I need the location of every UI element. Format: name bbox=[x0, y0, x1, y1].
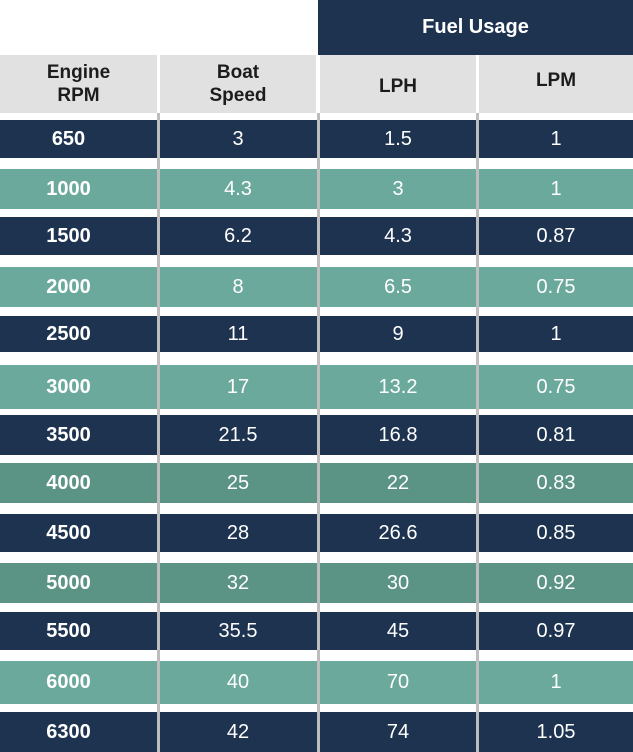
table-row: 3000 17 13.2 0.75 bbox=[0, 365, 633, 409]
cell-engine-rpm: 1000 bbox=[46, 177, 91, 200]
column-header-engine-rpm: Engine RPM bbox=[0, 55, 157, 113]
cell-boat-speed: 32 bbox=[226, 571, 250, 594]
table-row: 650 3 1.5 1 bbox=[0, 120, 633, 158]
cell-lpm: 1 bbox=[550, 322, 562, 345]
cell-lpm: 1 bbox=[550, 177, 562, 200]
cell-lpm: 0.92 bbox=[536, 571, 576, 594]
cell-boat-speed: 21.5 bbox=[218, 423, 258, 446]
cell-engine-rpm: 5000 bbox=[46, 571, 91, 594]
table-row: 1000 4.3 3 1 bbox=[0, 169, 633, 209]
column-divider bbox=[157, 113, 160, 752]
column-header-lph: LPH bbox=[320, 55, 476, 113]
cell-boat-speed: 35.5 bbox=[218, 619, 258, 642]
cell-lpm: 0.83 bbox=[536, 471, 576, 494]
table-row: 6300 42 74 1.05 bbox=[0, 712, 633, 752]
table-row: 5500 35.5 45 0.97 bbox=[0, 612, 633, 650]
table-row: 2500 11 9 1 bbox=[0, 316, 633, 352]
cell-engine-rpm: 650 bbox=[51, 127, 86, 150]
header-line: Boat bbox=[216, 62, 260, 83]
cell-lpm: 0.97 bbox=[536, 619, 576, 642]
cell-lph: 26.6 bbox=[378, 521, 418, 544]
table-row: 1500 6.2 4.3 0.87 bbox=[0, 217, 633, 255]
cell-lph: 70 bbox=[386, 671, 410, 693]
cell-lph: 13.2 bbox=[378, 375, 418, 398]
cell-lph: 3 bbox=[392, 177, 404, 200]
cell-boat-speed: 8 bbox=[232, 275, 244, 298]
cell-lpm: 0.75 bbox=[536, 375, 576, 398]
cell-engine-rpm: 4000 bbox=[46, 471, 91, 494]
cell-lph: 45 bbox=[386, 619, 410, 642]
column-header-lpm: LPM bbox=[479, 55, 633, 113]
cell-lpm: 1 bbox=[550, 127, 562, 150]
cell-engine-rpm: 2000 bbox=[46, 275, 91, 298]
cell-lpm: 0.81 bbox=[536, 423, 576, 446]
column-divider bbox=[476, 113, 479, 752]
cell-lph: 74 bbox=[386, 720, 410, 743]
table-row: 3500 21.5 16.8 0.81 bbox=[0, 415, 633, 455]
cell-lph: 30 bbox=[386, 571, 410, 594]
header-line: RPM bbox=[57, 85, 100, 106]
header-line: LPH bbox=[379, 75, 417, 97]
cell-engine-rpm: 3000 bbox=[46, 375, 91, 398]
header-line: Engine bbox=[46, 62, 111, 83]
table-row: 4000 25 22 0.83 bbox=[0, 463, 633, 503]
cell-engine-rpm: 6300 bbox=[46, 720, 91, 743]
fuel-usage-group-header: Fuel Usage bbox=[318, 0, 633, 55]
cell-engine-rpm: 2500 bbox=[46, 322, 91, 345]
cell-boat-speed: 28 bbox=[226, 521, 250, 544]
cell-boat-speed: 40 bbox=[226, 671, 250, 693]
cell-boat-speed: 3 bbox=[232, 127, 244, 150]
cell-engine-rpm: 3500 bbox=[46, 423, 91, 446]
column-divider bbox=[317, 113, 320, 752]
cell-boat-speed: 17 bbox=[226, 375, 250, 398]
cell-boat-speed: 25 bbox=[226, 471, 250, 494]
cell-lpm: 0.87 bbox=[536, 224, 576, 247]
cell-boat-speed: 11 bbox=[227, 322, 249, 345]
table-row: 2000 8 6.5 0.75 bbox=[0, 267, 633, 307]
cell-boat-speed: 4.3 bbox=[224, 177, 252, 200]
cell-lph: 16.8 bbox=[378, 423, 418, 446]
cell-boat-speed: 6.2 bbox=[224, 224, 252, 247]
cell-lph: 4.3 bbox=[384, 224, 412, 247]
cell-lph: 9 bbox=[392, 322, 404, 345]
cell-lph: 1.5 bbox=[384, 127, 412, 150]
cell-boat-speed: 42 bbox=[226, 720, 250, 743]
table-row: 5000 32 30 0.92 bbox=[0, 563, 633, 603]
cell-lpm: 0.75 bbox=[536, 275, 576, 298]
cell-lph: 6.5 bbox=[384, 275, 412, 298]
cell-engine-rpm: 4500 bbox=[46, 521, 91, 544]
column-header-boat-speed: Boat Speed bbox=[160, 55, 316, 113]
cell-engine-rpm: 1500 bbox=[46, 224, 91, 247]
table-row: 4500 28 26.6 0.85 bbox=[0, 514, 633, 552]
header-line: LPM bbox=[535, 69, 577, 91]
cell-engine-rpm: 5500 bbox=[46, 619, 91, 642]
cell-lpm: 1.05 bbox=[536, 720, 576, 743]
cell-engine-rpm: 6000 bbox=[46, 671, 91, 693]
cell-lpm: 1 bbox=[550, 671, 562, 693]
cell-lph: 22 bbox=[386, 471, 410, 494]
table-row: 6000 40 70 1 bbox=[0, 661, 633, 704]
cell-lpm: 0.85 bbox=[536, 521, 576, 544]
header-line: Speed bbox=[209, 85, 267, 106]
